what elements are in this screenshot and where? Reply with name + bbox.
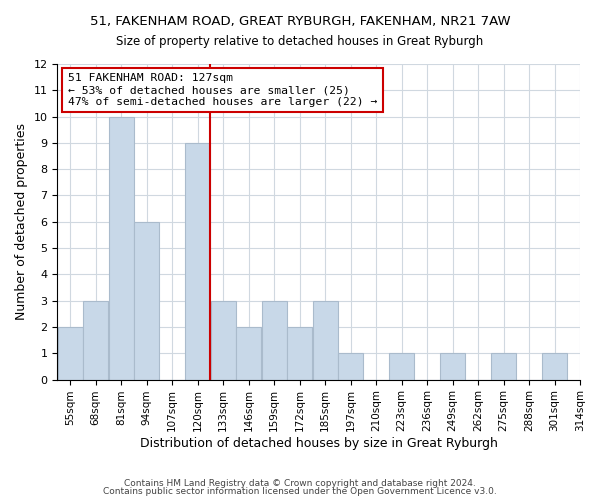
Y-axis label: Number of detached properties: Number of detached properties xyxy=(15,124,28,320)
Bar xyxy=(338,354,363,380)
Bar xyxy=(211,300,236,380)
Bar xyxy=(83,300,108,380)
Bar xyxy=(287,327,312,380)
X-axis label: Distribution of detached houses by size in Great Ryburgh: Distribution of detached houses by size … xyxy=(140,437,497,450)
Bar xyxy=(185,143,210,380)
Bar xyxy=(313,300,338,380)
Bar xyxy=(491,354,516,380)
Text: Contains public sector information licensed under the Open Government Licence v3: Contains public sector information licen… xyxy=(103,487,497,496)
Bar xyxy=(134,222,159,380)
Text: Size of property relative to detached houses in Great Ryburgh: Size of property relative to detached ho… xyxy=(116,35,484,48)
Text: 51 FAKENHAM ROAD: 127sqm
← 53% of detached houses are smaller (25)
47% of semi-d: 51 FAKENHAM ROAD: 127sqm ← 53% of detach… xyxy=(68,74,377,106)
Bar xyxy=(542,354,567,380)
Bar xyxy=(236,327,261,380)
Text: Contains HM Land Registry data © Crown copyright and database right 2024.: Contains HM Land Registry data © Crown c… xyxy=(124,478,476,488)
Bar xyxy=(109,116,134,380)
Bar xyxy=(262,300,287,380)
Bar xyxy=(58,327,83,380)
Bar xyxy=(389,354,414,380)
Bar xyxy=(440,354,465,380)
Text: 51, FAKENHAM ROAD, GREAT RYBURGH, FAKENHAM, NR21 7AW: 51, FAKENHAM ROAD, GREAT RYBURGH, FAKENH… xyxy=(89,15,511,28)
